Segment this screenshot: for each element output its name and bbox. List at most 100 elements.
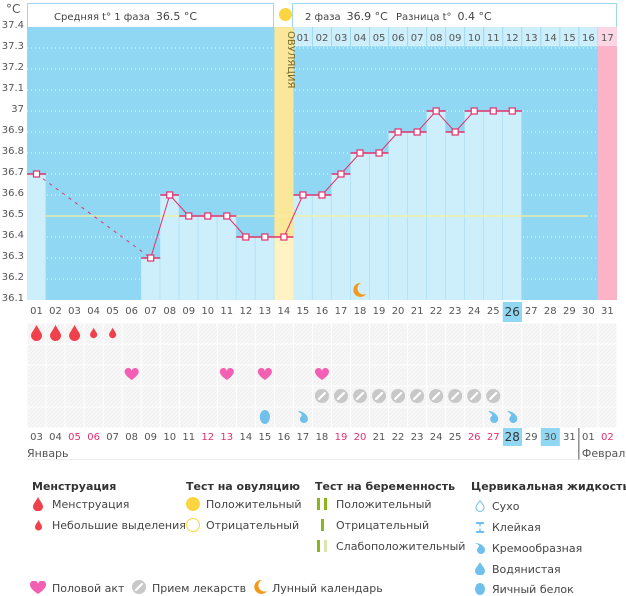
- event-cell: [293, 344, 312, 365]
- bottom-date-label[interactable]: 24: [429, 432, 443, 443]
- top-date-label[interactable]: 10: [201, 306, 215, 317]
- top-date-label[interactable]: 18: [353, 306, 367, 317]
- bottom-date-label[interactable]: 11: [182, 432, 196, 443]
- top-date-label[interactable]: 03: [68, 306, 81, 317]
- pregnancy-negative-icon: [321, 519, 324, 531]
- top-date-label[interactable]: 07: [144, 306, 158, 317]
- top-date-label[interactable]: 04: [87, 306, 100, 317]
- top-date-label[interactable]: 28: [543, 306, 557, 317]
- temp-bar: [217, 216, 237, 300]
- event-cell: [446, 344, 465, 365]
- small-blood-drop-icon: [90, 327, 98, 339]
- event-cell: [179, 365, 198, 386]
- luteal-day-label: 12: [506, 33, 519, 44]
- bottom-date-label[interactable]: 23: [410, 432, 424, 443]
- bottom-date-label[interactable]: 05: [68, 432, 81, 443]
- bottom-date-label[interactable]: 10: [163, 432, 177, 443]
- temp-bar: [464, 111, 484, 300]
- event-cell: [465, 344, 484, 365]
- bottom-date-label[interactable]: 21: [372, 432, 386, 443]
- bottom-date-label[interactable]: 09: [144, 432, 158, 443]
- luteal-day-label: 10: [468, 33, 481, 44]
- bottom-date-label[interactable]: 17: [296, 432, 310, 443]
- top-date-label[interactable]: 25: [486, 306, 500, 317]
- bottom-date-label[interactable]: 03: [30, 432, 43, 443]
- bottom-date-label[interactable]: 27: [486, 432, 500, 443]
- bottom-date-label[interactable]: 16: [277, 432, 291, 443]
- event-cell: [122, 386, 141, 407]
- top-date-label[interactable]: 21: [410, 306, 424, 317]
- top-date-label[interactable]: 12: [239, 306, 253, 317]
- bottom-date-label[interactable]: 30: [543, 432, 557, 443]
- bottom-date-label[interactable]: 04: [49, 432, 62, 443]
- bottom-date-label[interactable]: 20: [353, 432, 367, 443]
- bottom-date-label[interactable]: 13: [220, 432, 234, 443]
- event-cell: [370, 323, 389, 344]
- top-date-label[interactable]: 22: [429, 306, 443, 317]
- top-date-label[interactable]: 14: [277, 306, 291, 317]
- event-cell: [351, 365, 370, 386]
- y-tick-label: 36.5: [1, 209, 24, 220]
- bottom-date-label[interactable]: 15: [258, 432, 272, 443]
- top-date-label[interactable]: 06: [125, 306, 138, 317]
- pill-stripe: [355, 391, 365, 401]
- bottom-date-label[interactable]: 02: [601, 432, 614, 443]
- top-date-label[interactable]: 27: [524, 306, 538, 317]
- top-date-label[interactable]: 29: [562, 306, 576, 317]
- bottom-date-label[interactable]: 26: [467, 432, 481, 443]
- bottom-date-label[interactable]: 12: [201, 432, 215, 443]
- top-date-label[interactable]: 20: [391, 306, 405, 317]
- top-date-label[interactable]: 15: [296, 306, 310, 317]
- bottom-date-label[interactable]: 22: [391, 432, 405, 443]
- event-cell: [331, 407, 351, 428]
- top-date-label[interactable]: 24: [467, 306, 481, 317]
- temp-point: [166, 191, 174, 199]
- event-cell: [179, 344, 198, 365]
- heart-icon: [124, 367, 139, 380]
- bottom-date-label[interactable]: 29: [524, 432, 538, 443]
- bottom-date-label[interactable]: 14: [239, 432, 253, 443]
- top-date-label[interactable]: 09: [182, 306, 196, 317]
- heart-icon: [314, 367, 329, 380]
- event-cell: [503, 386, 522, 407]
- top-date-label[interactable]: 11: [220, 306, 234, 317]
- event-cell: [274, 386, 293, 407]
- temp-bar: [331, 174, 351, 300]
- event-cell: [389, 344, 408, 365]
- event-cell: [579, 323, 598, 344]
- bottom-date-label[interactable]: 01: [581, 432, 595, 443]
- event-cell: [179, 323, 198, 344]
- top-date-label[interactable]: 16: [315, 306, 329, 317]
- temp-point: [413, 128, 421, 136]
- pill-stripe: [317, 391, 327, 401]
- bottom-date-label[interactable]: 06: [87, 432, 100, 443]
- top-date-label[interactable]: 26: [502, 302, 522, 322]
- event-cell: [198, 323, 217, 344]
- top-date-label[interactable]: 19: [372, 306, 386, 317]
- temp-bar: [141, 258, 161, 300]
- event-cell: [236, 386, 255, 407]
- bottom-date-label[interactable]: 19: [334, 432, 348, 443]
- event-cell: [46, 344, 65, 365]
- top-date-label[interactable]: 02: [49, 306, 62, 317]
- bottom-date-label[interactable]: 31: [562, 432, 576, 443]
- pregnancy-faint-icon-a: [317, 540, 320, 552]
- bottom-date-label[interactable]: 25: [448, 432, 462, 443]
- event-cell: [522, 323, 541, 344]
- event-cell: [236, 344, 255, 365]
- bottom-date-label[interactable]: 07: [106, 432, 119, 443]
- bottom-date-label[interactable]: 28: [502, 428, 522, 446]
- top-date-label[interactable]: 31: [601, 306, 614, 317]
- bottom-date-label[interactable]: 18: [315, 432, 329, 443]
- bottom-date-label[interactable]: 08: [125, 432, 138, 443]
- top-date-label[interactable]: 01: [30, 306, 43, 317]
- top-date-label[interactable]: 17: [334, 306, 348, 317]
- top-date-label[interactable]: 05: [106, 306, 119, 317]
- top-date-label[interactable]: 23: [448, 306, 462, 317]
- top-date-label[interactable]: 30: [581, 306, 595, 317]
- temp-point: [375, 149, 383, 157]
- top-date-label[interactable]: 08: [163, 306, 177, 317]
- temp-bar: [350, 153, 370, 300]
- temp-bar: [312, 195, 332, 300]
- top-date-label[interactable]: 13: [258, 306, 272, 317]
